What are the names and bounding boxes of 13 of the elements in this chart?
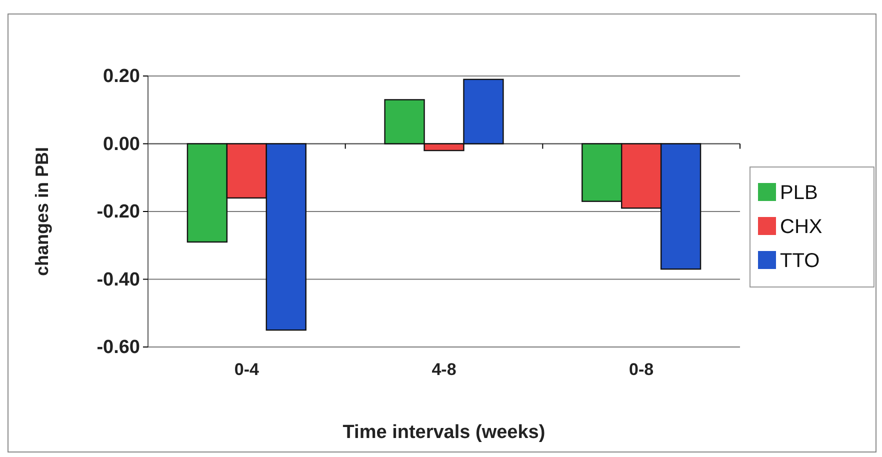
y-tick-label: 0.20 — [103, 66, 140, 88]
y-tick-label: -0.40 — [96, 269, 140, 290]
x-tick-label: 0-4 — [234, 360, 260, 379]
y-tick-label: -0.20 — [96, 202, 140, 223]
legend-label: CHX — [780, 216, 822, 238]
legend-label: PLB — [780, 182, 818, 204]
y-axis-title: changes in PBI — [32, 146, 52, 276]
x-tick-label: 0-8 — [629, 360, 654, 379]
x-axis-title: Time intervals (weeks) — [342, 422, 546, 443]
y-tick-label: 0.00 — [103, 134, 140, 155]
x-tick-label: 4-8 — [432, 360, 456, 379]
legend-label: TTO — [780, 250, 820, 272]
y-tick-label: -0.60 — [96, 337, 140, 358]
